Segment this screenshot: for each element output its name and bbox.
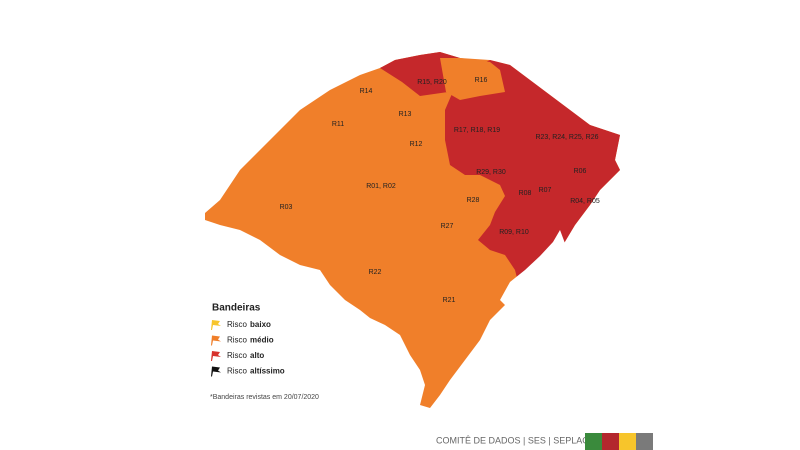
legend-level: baixo <box>250 320 271 329</box>
legend-level: alto <box>250 351 264 360</box>
color-square <box>619 433 636 450</box>
lagoon <box>500 230 566 306</box>
region-labels: R15, R20 R16 R14 R13 R11 R17, R18, R19 R23, R2… <box>280 77 600 304</box>
footnote: *Bandeiras revistas em 20/07/2020 <box>210 394 319 401</box>
region-label: R14 <box>360 88 373 95</box>
region-label: R04, R05 <box>570 198 600 205</box>
region-label: R21 <box>443 297 456 304</box>
legend-label: Risco altíssimo <box>227 367 285 376</box>
region-label: R27 <box>441 223 454 230</box>
region-label: R11 <box>332 121 344 128</box>
region-label: R16 <box>475 77 488 84</box>
region-label: R22 <box>369 269 382 276</box>
region-label: R12 <box>410 141 423 148</box>
legend-prefix: Risco <box>227 351 248 360</box>
red-zone-east <box>445 60 620 290</box>
color-square <box>602 433 619 450</box>
legend-label: Risco baixo <box>227 320 271 329</box>
legend-label: Risco alto <box>227 351 264 360</box>
flag-icon <box>211 320 221 330</box>
legend-prefix: Risco <box>227 336 248 345</box>
region-label: R07 <box>539 187 552 194</box>
region-label: R06 <box>574 168 587 175</box>
region-label: R15, R20 <box>417 79 447 86</box>
legend-prefix: Risco <box>227 367 248 376</box>
region-label: R28 <box>467 197 480 204</box>
region-label: R08 <box>519 190 532 197</box>
region-label: R23, R24, R25, R26 <box>535 134 598 141</box>
color-square <box>636 433 653 450</box>
color-square <box>585 433 602 450</box>
region-label: R29, R30 <box>476 169 506 176</box>
region-label: R09, R10 <box>499 229 529 236</box>
legend-label: Risco médio <box>227 336 274 345</box>
region-label: R01, R02 <box>366 183 396 190</box>
footer-text: COMITÊ DE DADOS | SES | SEPLAG <box>436 435 589 445</box>
legend-level: altíssimo <box>250 367 285 376</box>
legend-title: Bandeiras <box>212 303 261 314</box>
region-label: R17, R18, R19 <box>454 127 500 134</box>
region-label: R13 <box>399 111 412 118</box>
legend-prefix: Risco <box>227 320 248 329</box>
legend-level: médio <box>250 336 274 345</box>
flag-icon <box>211 335 221 346</box>
flag-icon <box>211 351 221 361</box>
orange-zone-r16 <box>440 58 505 100</box>
region-label: R03 <box>280 204 293 211</box>
flag-icon <box>211 366 221 377</box>
